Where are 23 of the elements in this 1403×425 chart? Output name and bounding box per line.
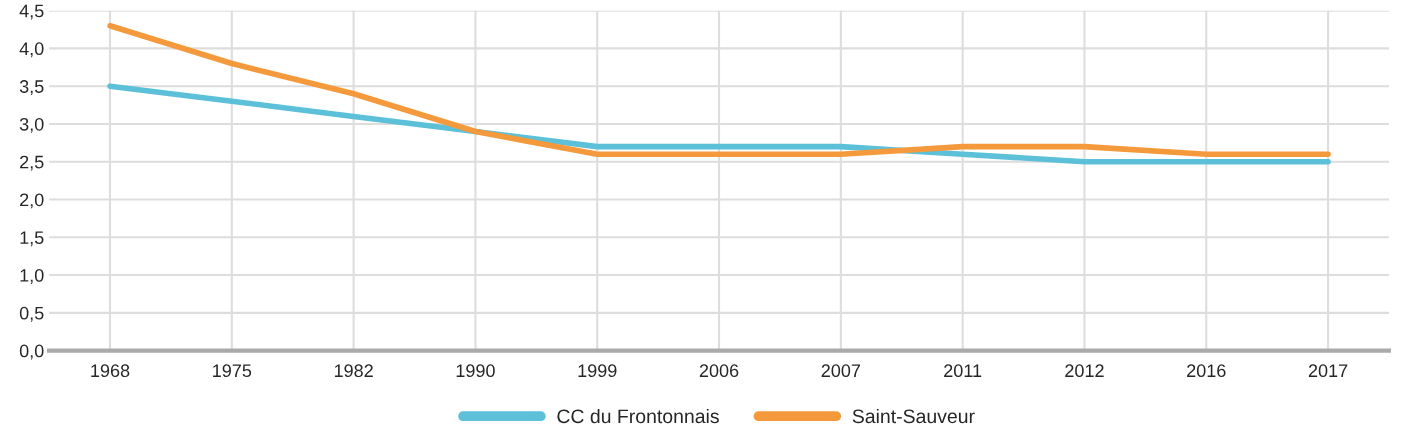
x-tick-label: 1990 — [456, 364, 495, 378]
y-tick-label: 2,0 — [20, 193, 44, 209]
x-tick-label: 2006 — [699, 364, 739, 378]
legend-label: Saint-Sauveur — [852, 408, 975, 424]
x-tick-label: 2016 — [1187, 364, 1226, 378]
legend-label: CC du Frontonnais — [557, 408, 719, 424]
x-tick-label: 2017 — [1308, 364, 1348, 378]
x-tick-label: 2012 — [1065, 364, 1104, 378]
y-tick-label: 0,5 — [19, 306, 44, 322]
x-tick-label: 2011 — [944, 364, 982, 378]
y-tick-label: 1,5 — [20, 231, 44, 247]
x-tick-label: 2007 — [821, 364, 861, 378]
x-tick-label: 1999 — [578, 364, 617, 378]
y-tick-label: 3,0 — [19, 117, 44, 133]
y-tick-label: 0,0 — [19, 344, 44, 360]
x-tick-label: 1975 — [213, 364, 252, 378]
y-tick-label: 1,0 — [20, 269, 44, 284]
x-tick-label: 1982 — [334, 364, 373, 378]
x-tick-label: 1968 — [91, 364, 130, 378]
y-tick-label: 4,0 — [19, 42, 44, 58]
y-tick-label: 2,5 — [20, 155, 44, 171]
y-tick-label: 4,5 — [19, 4, 44, 20]
y-tick-label: 3,5 — [19, 80, 44, 96]
